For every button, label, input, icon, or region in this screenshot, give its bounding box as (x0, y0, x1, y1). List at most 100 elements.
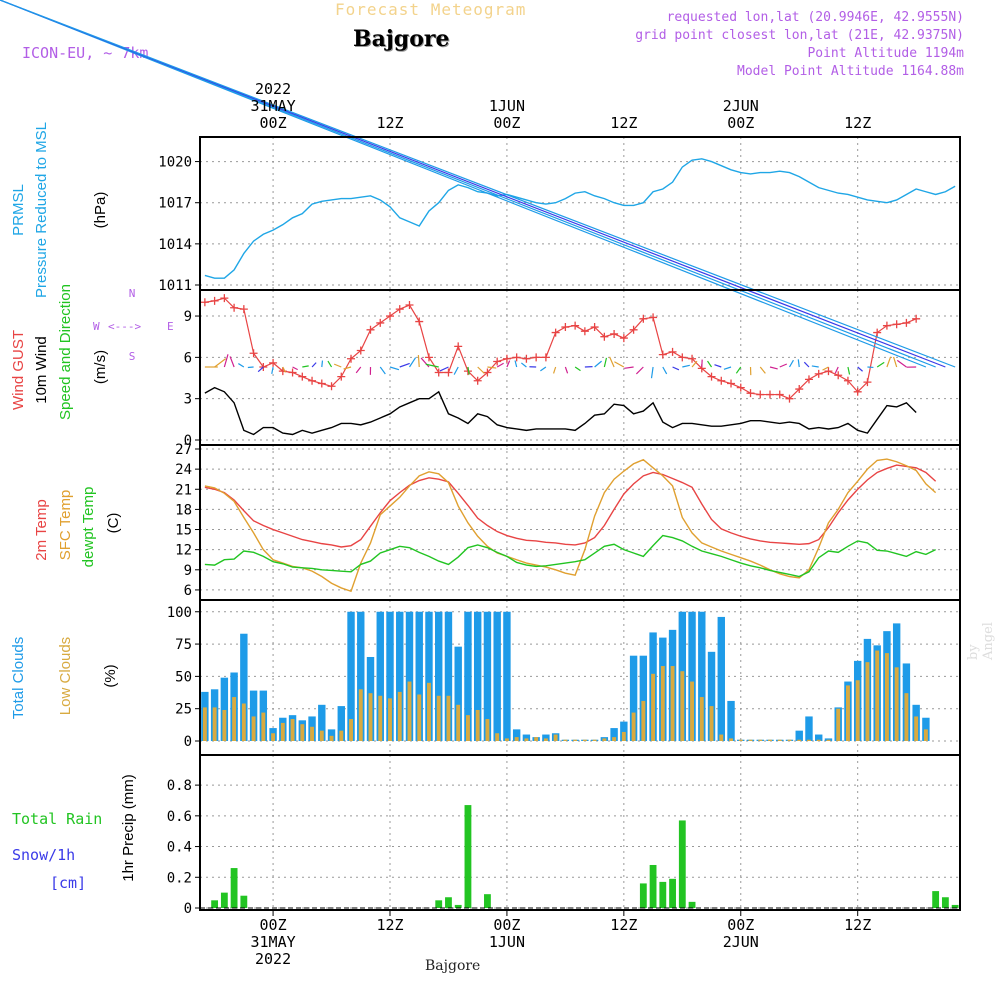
wind-direction-arrow (540, 366, 547, 372)
wind-direction-arrow (223, 354, 229, 368)
wind-tick-label: 9 (184, 309, 192, 325)
wind-direction-arrow (552, 366, 557, 374)
low-cloud-bar (485, 719, 490, 741)
wind-gust-point (571, 321, 580, 330)
low-cloud-bar (884, 653, 889, 741)
time-axis-top-label: 12Z (376, 114, 403, 132)
pressure-tick-label: 1014 (158, 237, 192, 253)
wind-direction-arrow (759, 366, 766, 374)
time-axis-label: 00Z (260, 916, 287, 934)
low-cloud-bar (865, 662, 870, 741)
total-cloud-label: Total Clouds (10, 637, 27, 720)
wind-gust-point (269, 358, 278, 367)
time-axis-top-label: 12Z (844, 114, 871, 132)
time-axis-label: 00Z (727, 916, 754, 934)
total-cloud-bar (435, 611, 443, 741)
wind-gust-point (347, 354, 356, 363)
wind-tick-label: 3 (184, 392, 192, 408)
cloud-tick-label: 50 (175, 669, 192, 685)
wind-direction-arrow (327, 360, 333, 368)
time-axis-top-label: 00Z (260, 114, 287, 132)
total-cloud-bar (473, 611, 482, 741)
wind-gust-point (444, 368, 453, 377)
wind-gust-point (785, 394, 794, 403)
wind-direction-arrow (564, 366, 569, 374)
wind-gust-point (239, 305, 248, 314)
total-cloud-bar (464, 611, 472, 741)
low-cloud-bar (680, 671, 685, 741)
wind-gust-point (317, 379, 326, 388)
low-cloud-label: Low Clouds (57, 637, 74, 715)
wind-gust-point (337, 372, 346, 381)
low-cloud-bar (407, 681, 412, 741)
wind-direction-arrow (635, 366, 644, 375)
low-cloud-bar (543, 738, 548, 741)
temp-sfc-series (204, 458, 937, 593)
rain-bar (445, 897, 452, 908)
wind-direction-arrow (408, 357, 417, 368)
rain-bar (649, 864, 657, 908)
total-cloud-bar (396, 611, 404, 741)
wind-direction-arrow (650, 366, 654, 379)
wind-direction-arrow (399, 362, 410, 368)
wind-gust-point (824, 367, 833, 376)
wind-direction-arrow (311, 362, 317, 368)
wind-gust-point (532, 353, 541, 362)
wind-direction-arrow (282, 366, 286, 373)
wind-direction-arrow (662, 366, 668, 375)
wind-gust-label: Wind GUST (10, 330, 27, 410)
wind-gust-point (220, 294, 229, 303)
low-cloud-bar (358, 689, 363, 741)
rain-bar (435, 900, 443, 908)
total-cloud-bar (249, 690, 258, 741)
low-cloud-bar (319, 730, 324, 741)
low-cloud-bar (417, 694, 422, 741)
wind-gust-point (814, 369, 823, 378)
low-cloud-bar (446, 695, 451, 741)
meteogram-title: Forecast Meteogram (335, 0, 527, 19)
low-cloud-bar (612, 737, 617, 741)
temp-tick-label: 21 (175, 482, 192, 498)
low-cloud-bar (768, 739, 772, 741)
low-cloud-bar (699, 697, 704, 741)
wind-direction-label: Speed and Direction (57, 284, 74, 420)
rain-bar (211, 900, 219, 908)
wind-gust-point (892, 320, 901, 329)
wind-direction-arrow (520, 362, 527, 368)
low-cloud-bar (855, 680, 860, 741)
wind-gust-point (707, 372, 716, 381)
low-cloud-bar (670, 666, 675, 741)
temp-sfc-label: SFC Temp (57, 490, 74, 561)
time-axis-top-label: 00Z (493, 114, 520, 132)
pressure-tick-label: 1011 (158, 278, 192, 294)
pressure-label: Pressure Reduced to MSL (33, 122, 50, 298)
wind-speed-series (204, 386, 917, 436)
low-cloud-bar (660, 666, 665, 741)
precip-tick-label: 0.6 (167, 809, 192, 825)
compass-south: S (129, 350, 136, 363)
total-cloud-bar (415, 611, 423, 741)
wind-direction-arrow (614, 361, 625, 368)
temp-unit: (C) (105, 513, 122, 534)
pressure-series (204, 158, 956, 279)
time-axis-top-label: 2022 (255, 80, 291, 98)
wind-gust-point (522, 354, 531, 363)
cloud-unit: (%) (102, 664, 119, 687)
time-axis-top-label: 1JUN (489, 97, 525, 115)
wind-gust-point (756, 390, 765, 399)
rain-bar (639, 883, 647, 908)
low-cloud-bar (807, 739, 811, 741)
rain-bar (932, 891, 940, 908)
wind-gust-point (639, 314, 648, 323)
point-altitude: Point Altitude 1194m (807, 46, 964, 61)
wind-direction-arrow (609, 356, 615, 368)
wind-gust-point (678, 353, 687, 362)
cloud-tick-label: 25 (175, 702, 192, 718)
wind-direction-arrow (893, 356, 898, 368)
wind-gust-point (795, 385, 804, 394)
rain-bar (941, 897, 949, 908)
wind-direction-arrow (487, 366, 497, 369)
low-cloud-bar (602, 738, 607, 741)
wind-direction-arrow (624, 366, 634, 369)
low-cloud-bar (836, 708, 841, 741)
